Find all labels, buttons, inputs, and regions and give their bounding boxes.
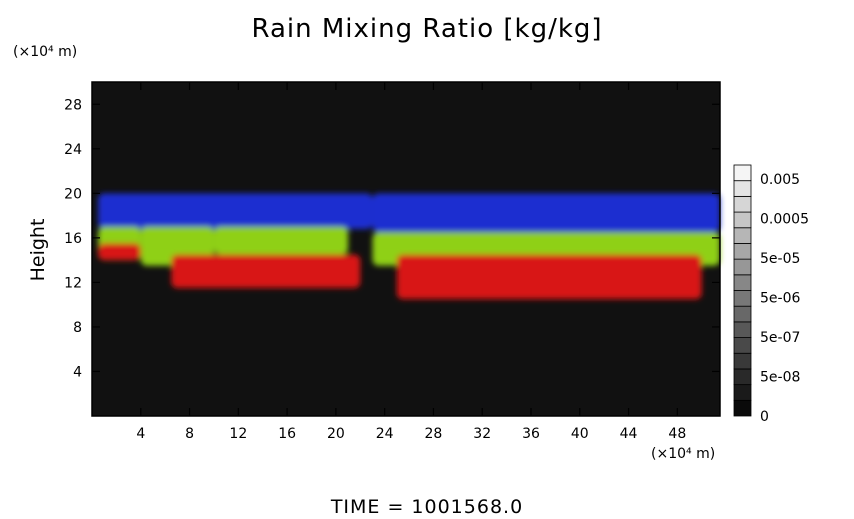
x-tick-label-10: 44 [620,426,638,442]
time-label: TIME = 1001568.0 [330,496,524,518]
x-tick-label-8: 36 [522,426,540,442]
plot-frame [91,81,721,417]
x-tick-label-4: 20 [327,426,345,442]
x-tick-label-3: 16 [278,426,296,442]
colorbar-level-8 [733,274,752,291]
band-0-segment-0 [98,193,373,229]
band-1-segment-2 [213,226,349,255]
x-tick-label-0: 4 [136,426,145,442]
x-tick-label-9: 40 [571,426,589,442]
colorbar-level-12 [733,211,752,229]
band-0-segment-1 [372,193,720,233]
colorbar-level-5 [733,321,752,338]
colorbar-level-13 [733,195,752,213]
x-tick-label-5: 24 [376,426,394,442]
y-tick-label-3: 16 [64,231,82,247]
x-tick-label-1: 8 [185,426,194,442]
colorbar-level-10 [733,243,752,260]
band-2-segment-2 [396,254,702,300]
colorbar-level-11 [733,227,752,244]
y-tick-label-1: 8 [73,320,82,336]
x-tick-label-11: 48 [668,426,686,442]
colorbar-label-1: 0.0005 [760,212,809,228]
colorbar-level-9 [733,258,752,276]
chart-title: Rain Mixing Ratio [kg/kg] [251,14,603,44]
colorbar-level-14 [733,180,752,197]
colorbar-label-0: 0.005 [760,172,800,188]
colorbar-level-7 [733,290,752,307]
y-tick-label-0: 4 [73,364,82,380]
colorbar-level-4 [733,337,752,354]
colorbar-label-4: 5e-07 [760,330,800,346]
x-axis-unit: (×10⁴ m) [651,446,716,462]
colorbar-level-15 [733,164,752,182]
colorbar-label-3: 5e-06 [760,291,800,307]
colorbar-level-2 [733,368,752,386]
colorbar-level-0 [733,399,752,417]
y-axis-unit: (×10⁴ m) [13,44,78,60]
colorbar-label-2: 5e-05 [760,251,800,267]
band-2-segment-0 [98,243,141,261]
x-tick-label-7: 32 [473,426,491,442]
band-2-segment-1 [171,254,361,288]
colorbar-level-3 [733,352,752,370]
y-tick-label-6: 28 [64,97,82,113]
colorbar: 0.005 0.0005 5e-05 5e-06 5e-07 5e-08 0 [733,164,809,425]
y-tick-label-5: 24 [64,142,82,158]
x-tick-label-6: 28 [425,426,443,442]
x-tick-label-2: 12 [229,426,247,442]
data-bands [98,193,720,300]
y-tick-label-4: 20 [64,186,82,202]
colorbar-label-5: 5e-08 [760,370,800,386]
colorbar-level-6 [733,305,752,323]
colorbar-level-1 [733,384,752,401]
colorbar-label-6: 0 [760,409,769,425]
y-tick-label-2: 12 [64,275,82,291]
